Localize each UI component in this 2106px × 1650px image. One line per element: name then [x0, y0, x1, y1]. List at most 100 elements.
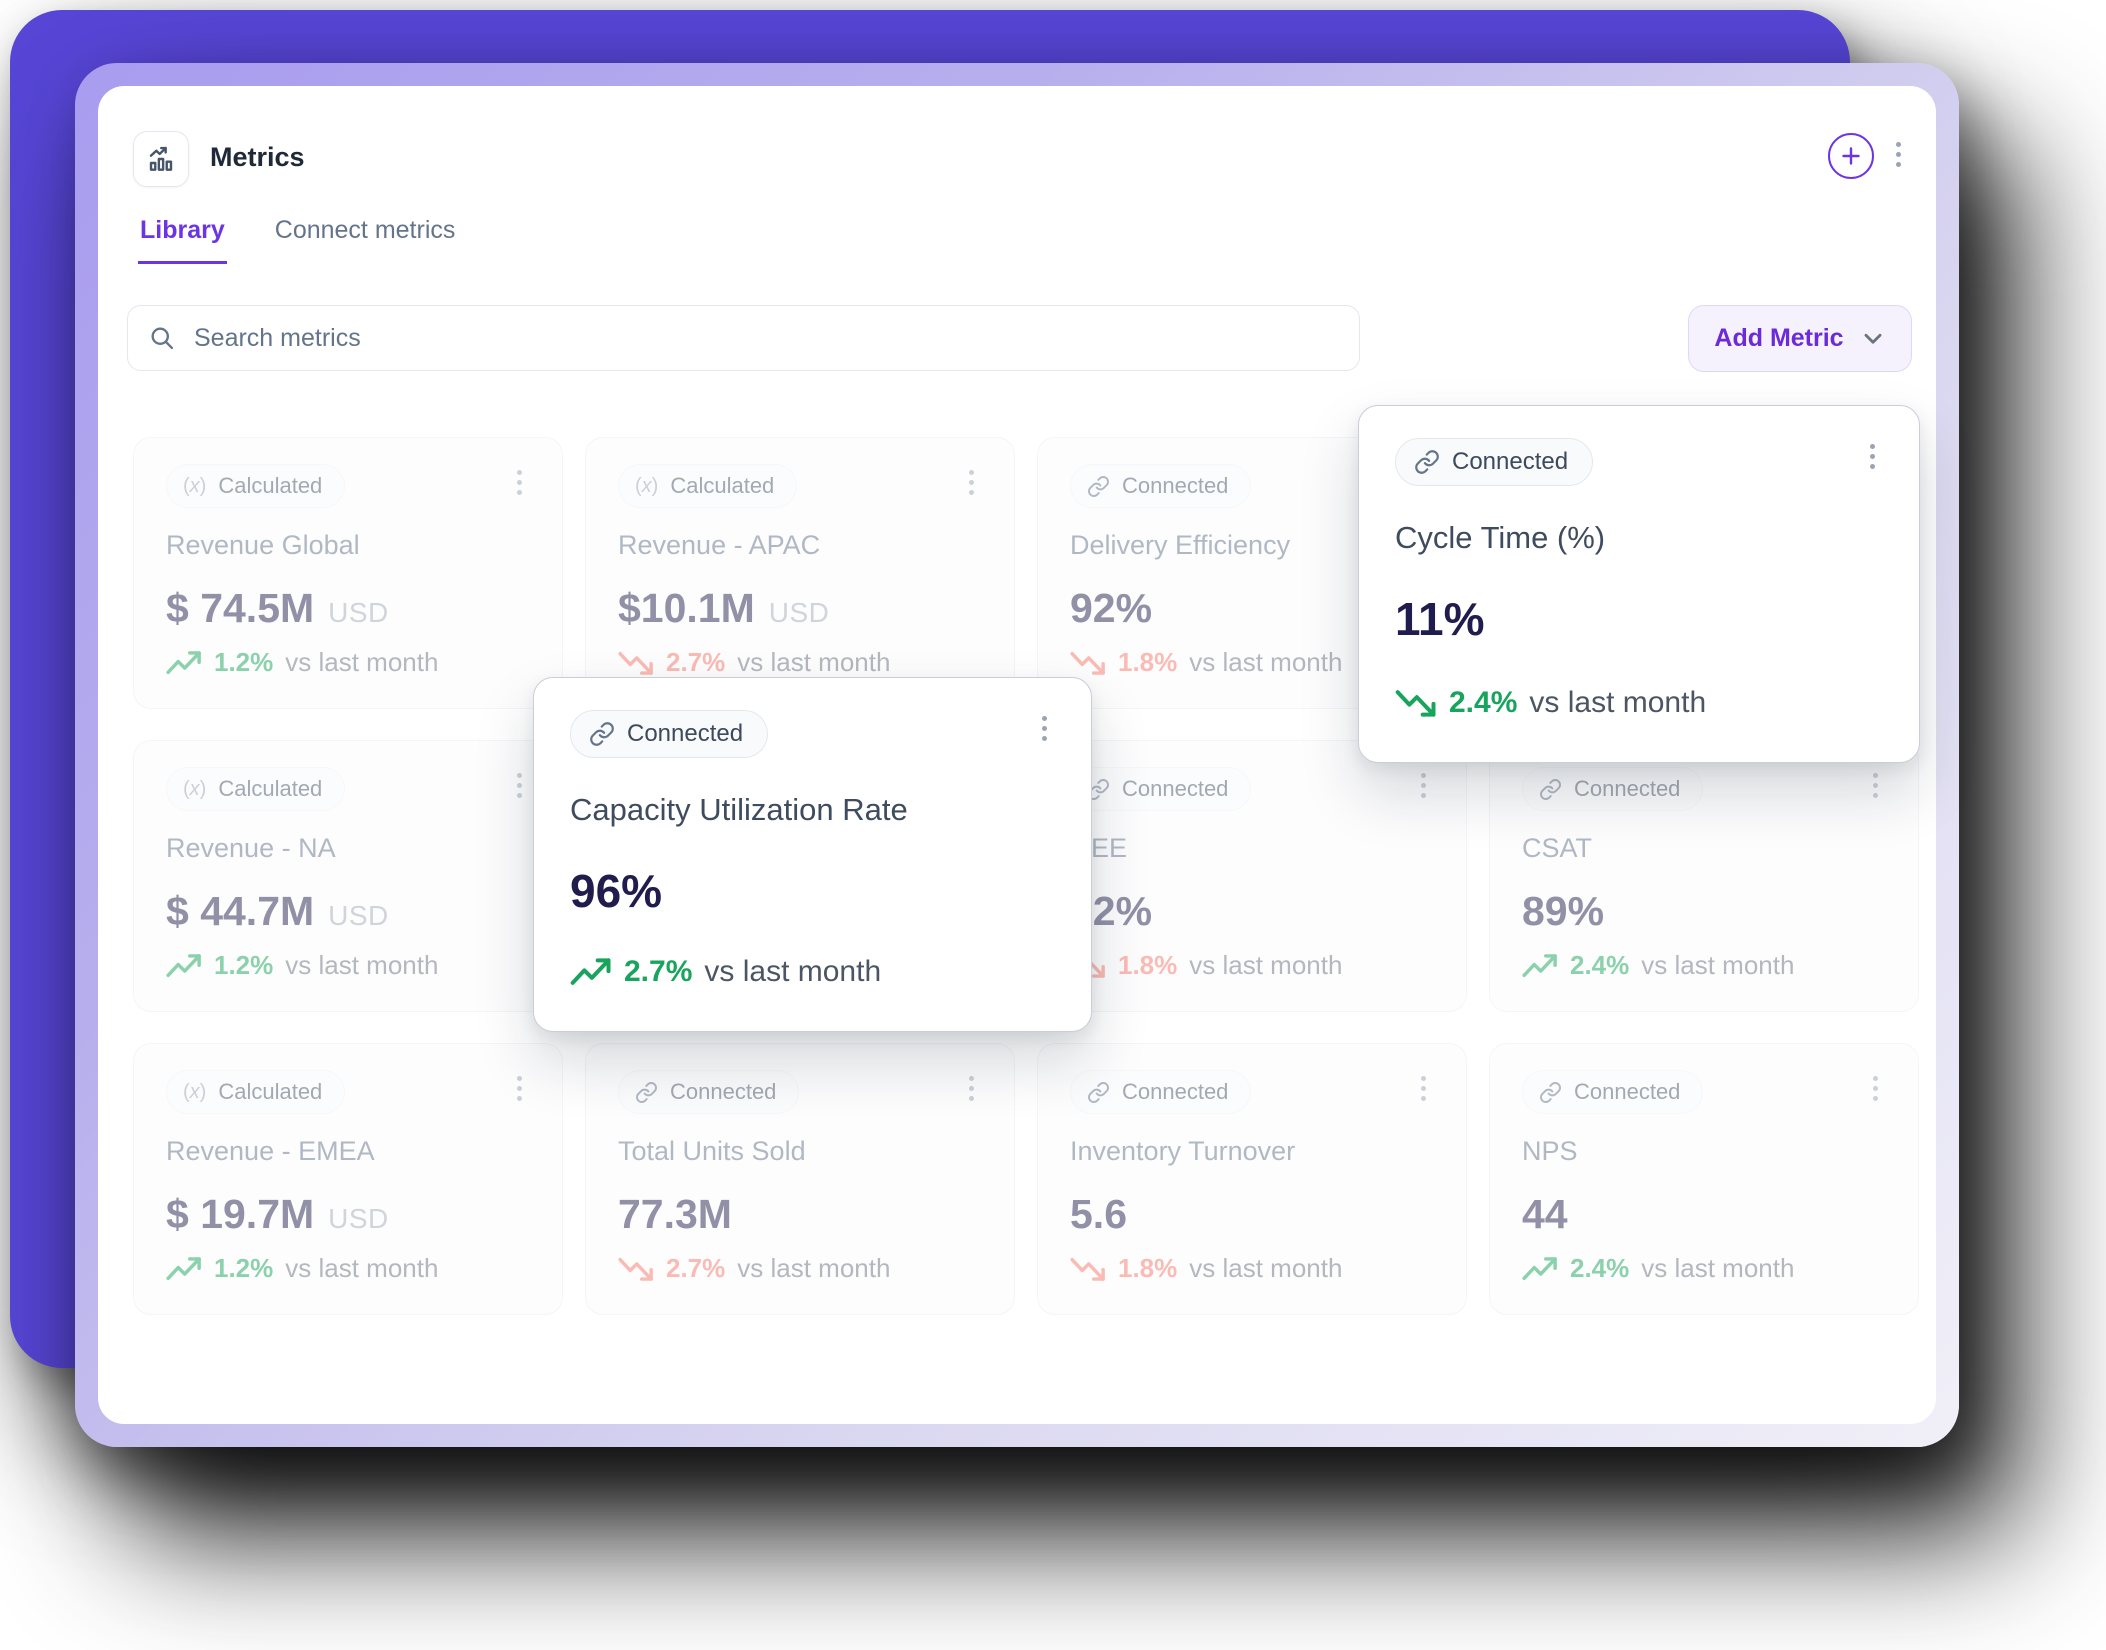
plus-icon: [1842, 147, 1860, 165]
delta-suffix: vs last month: [285, 647, 439, 677]
page-title: Metrics: [210, 142, 305, 172]
delta-percent: 1.8%: [1118, 1253, 1178, 1283]
metric-value: 96%: [570, 864, 1055, 918]
metric-name: Revenue - APAC: [618, 530, 821, 560]
delta-percent: 1.8%: [1118, 647, 1178, 677]
metric-card[interactable]: (x) Calculated Revenue - APAC $10.1M USD…: [585, 437, 1015, 709]
card-menu-button[interactable]: [961, 1070, 982, 1107]
metric-value: 44: [1522, 1191, 1886, 1238]
card-header: (x) Calculated: [166, 464, 530, 508]
card-menu-button[interactable]: [1413, 1070, 1434, 1107]
metric-name: CSAT: [1522, 833, 1593, 863]
search-input[interactable]: [192, 322, 1339, 354]
tab-connect-metrics[interactable]: Connect metrics: [273, 216, 458, 261]
delta-suffix: vs last month: [1641, 950, 1795, 980]
card-header: Connected: [570, 710, 1055, 758]
card-menu-button[interactable]: [961, 464, 982, 501]
metric-card[interactable]: (x) Calculated Revenue - NA $ 44.7M USD …: [133, 740, 563, 1012]
metric-value-unit: USD: [768, 597, 830, 628]
metric-value: $10.1M USD: [618, 585, 982, 632]
card-menu-button[interactable]: [509, 464, 530, 501]
metric-value-unit: USD: [328, 597, 389, 628]
metric-value-unit: USD: [328, 1203, 389, 1234]
kebab-icon: [1873, 773, 1878, 778]
delta-suffix: vs last month: [1189, 647, 1343, 677]
metric-value-number: 77.3M: [618, 1191, 732, 1237]
metric-card[interactable]: Connected OEE 92% 1.8% vs last month: [1037, 740, 1467, 1012]
metric-card[interactable]: Connected NPS 44 2.4% vs last month: [1489, 1043, 1919, 1315]
badge-label: Calculated: [218, 473, 323, 498]
metric-name: OEE: [1070, 833, 1128, 863]
metric-value: 89%: [1522, 888, 1886, 935]
card-menu-button[interactable]: [1865, 1070, 1886, 1107]
card-menu-button[interactable]: [509, 1070, 530, 1107]
metric-value-number: 5.6: [1070, 1191, 1127, 1237]
link-icon: [635, 1081, 658, 1104]
metric-name: Revenue - EMEA: [166, 1136, 375, 1166]
trend-down-icon: [1070, 650, 1106, 676]
metric-type-badge: (x) Calculated: [618, 464, 798, 508]
delta-suffix: vs last month: [285, 950, 439, 980]
card-header: Connected: [618, 1070, 982, 1114]
card-menu-button[interactable]: [509, 767, 530, 804]
metric-value-number: 89%: [1522, 888, 1605, 934]
delta-percent: 2.4%: [1570, 1253, 1630, 1283]
metric-value-number: 92%: [1070, 585, 1153, 631]
metric-card[interactable]: (x) Calculated Revenue Global $ 74.5M US…: [133, 437, 563, 709]
metric-card[interactable]: Connected Total Units Sold 77.3M 2.7% vs…: [585, 1043, 1015, 1315]
create-metric-button[interactable]: [1828, 133, 1874, 179]
metric-value-number: 96%: [570, 865, 663, 917]
delta-suffix: vs last month: [1641, 1253, 1795, 1283]
window-menu-button[interactable]: [1888, 136, 1909, 173]
metric-card-elevated[interactable]: Connected Cycle Time (%) 11% 2.4% vs las…: [1358, 405, 1920, 763]
kebab-icon: [517, 1076, 522, 1081]
trend-up-icon: [166, 953, 202, 979]
trend-down-icon: [618, 1256, 654, 1282]
kebab-icon: [1421, 1076, 1426, 1081]
metric-type-badge: Connected: [1070, 767, 1252, 811]
trend-up-icon: [166, 650, 202, 676]
metric-delta: 1.2% vs last month: [166, 950, 530, 981]
delta-percent: 2.7%: [666, 1253, 726, 1283]
metric-delta: 1.2% vs last month: [166, 647, 530, 678]
metrics-grid: (x) Calculated Revenue Global $ 74.5M US…: [133, 437, 1919, 1315]
metric-delta: 2.4% vs last month: [1395, 686, 1883, 720]
badge-label: Calculated: [670, 473, 775, 498]
metric-value: 77.3M: [618, 1191, 982, 1238]
add-metric-label: Add Metric: [1714, 324, 1844, 352]
metric-name: Total Units Sold: [618, 1136, 806, 1166]
metric-type-badge: Connected: [570, 710, 769, 758]
metric-value: 92%: [1070, 585, 1434, 632]
link-icon: [589, 721, 615, 747]
metric-card[interactable]: Connected Inventory Turnover 5.6 1.8% vs…: [1037, 1043, 1467, 1315]
card-menu-button[interactable]: [1865, 767, 1886, 804]
card-menu-button[interactable]: [1862, 438, 1883, 475]
metric-card-elevated[interactable]: Connected Capacity Utilization Rate 96% …: [533, 677, 1092, 1032]
card-menu-button[interactable]: [1413, 767, 1434, 804]
metric-name: Capacity Utilization Rate: [570, 792, 908, 827]
metric-value-number: 11%: [1395, 593, 1485, 645]
metric-card[interactable]: (x) Calculated Revenue - EMEA $ 19.7M US…: [133, 1043, 563, 1315]
kebab-icon: [1873, 1076, 1878, 1081]
card-header: Connected: [1522, 767, 1886, 811]
add-metric-button[interactable]: Add Metric: [1688, 305, 1912, 372]
metric-delta: 1.8% vs last month: [1070, 1253, 1434, 1284]
search-box[interactable]: [127, 305, 1360, 371]
link-icon: [1539, 1081, 1562, 1104]
tab-library[interactable]: Library: [138, 216, 227, 264]
metric-value-number: $ 44.7M: [166, 888, 315, 934]
card-header: Connected: [1070, 464, 1434, 508]
card-header: (x) Calculated: [618, 464, 982, 508]
card-header: Connected: [1522, 1070, 1886, 1114]
metric-value-number: $ 19.7M: [166, 1191, 315, 1237]
metric-type-badge: Connected: [1522, 1070, 1704, 1114]
delta-percent: 1.8%: [1118, 950, 1178, 980]
delta-percent: 1.2%: [214, 647, 274, 677]
delta-suffix: vs last month: [1529, 686, 1707, 719]
metric-name: Revenue Global: [166, 530, 360, 560]
metric-card[interactable]: Connected CSAT 89% 2.4% vs last month: [1489, 740, 1919, 1012]
delta-suffix: vs last month: [737, 647, 891, 677]
card-menu-button[interactable]: [1034, 710, 1055, 747]
metric-type-badge: (x) Calculated: [166, 767, 346, 811]
